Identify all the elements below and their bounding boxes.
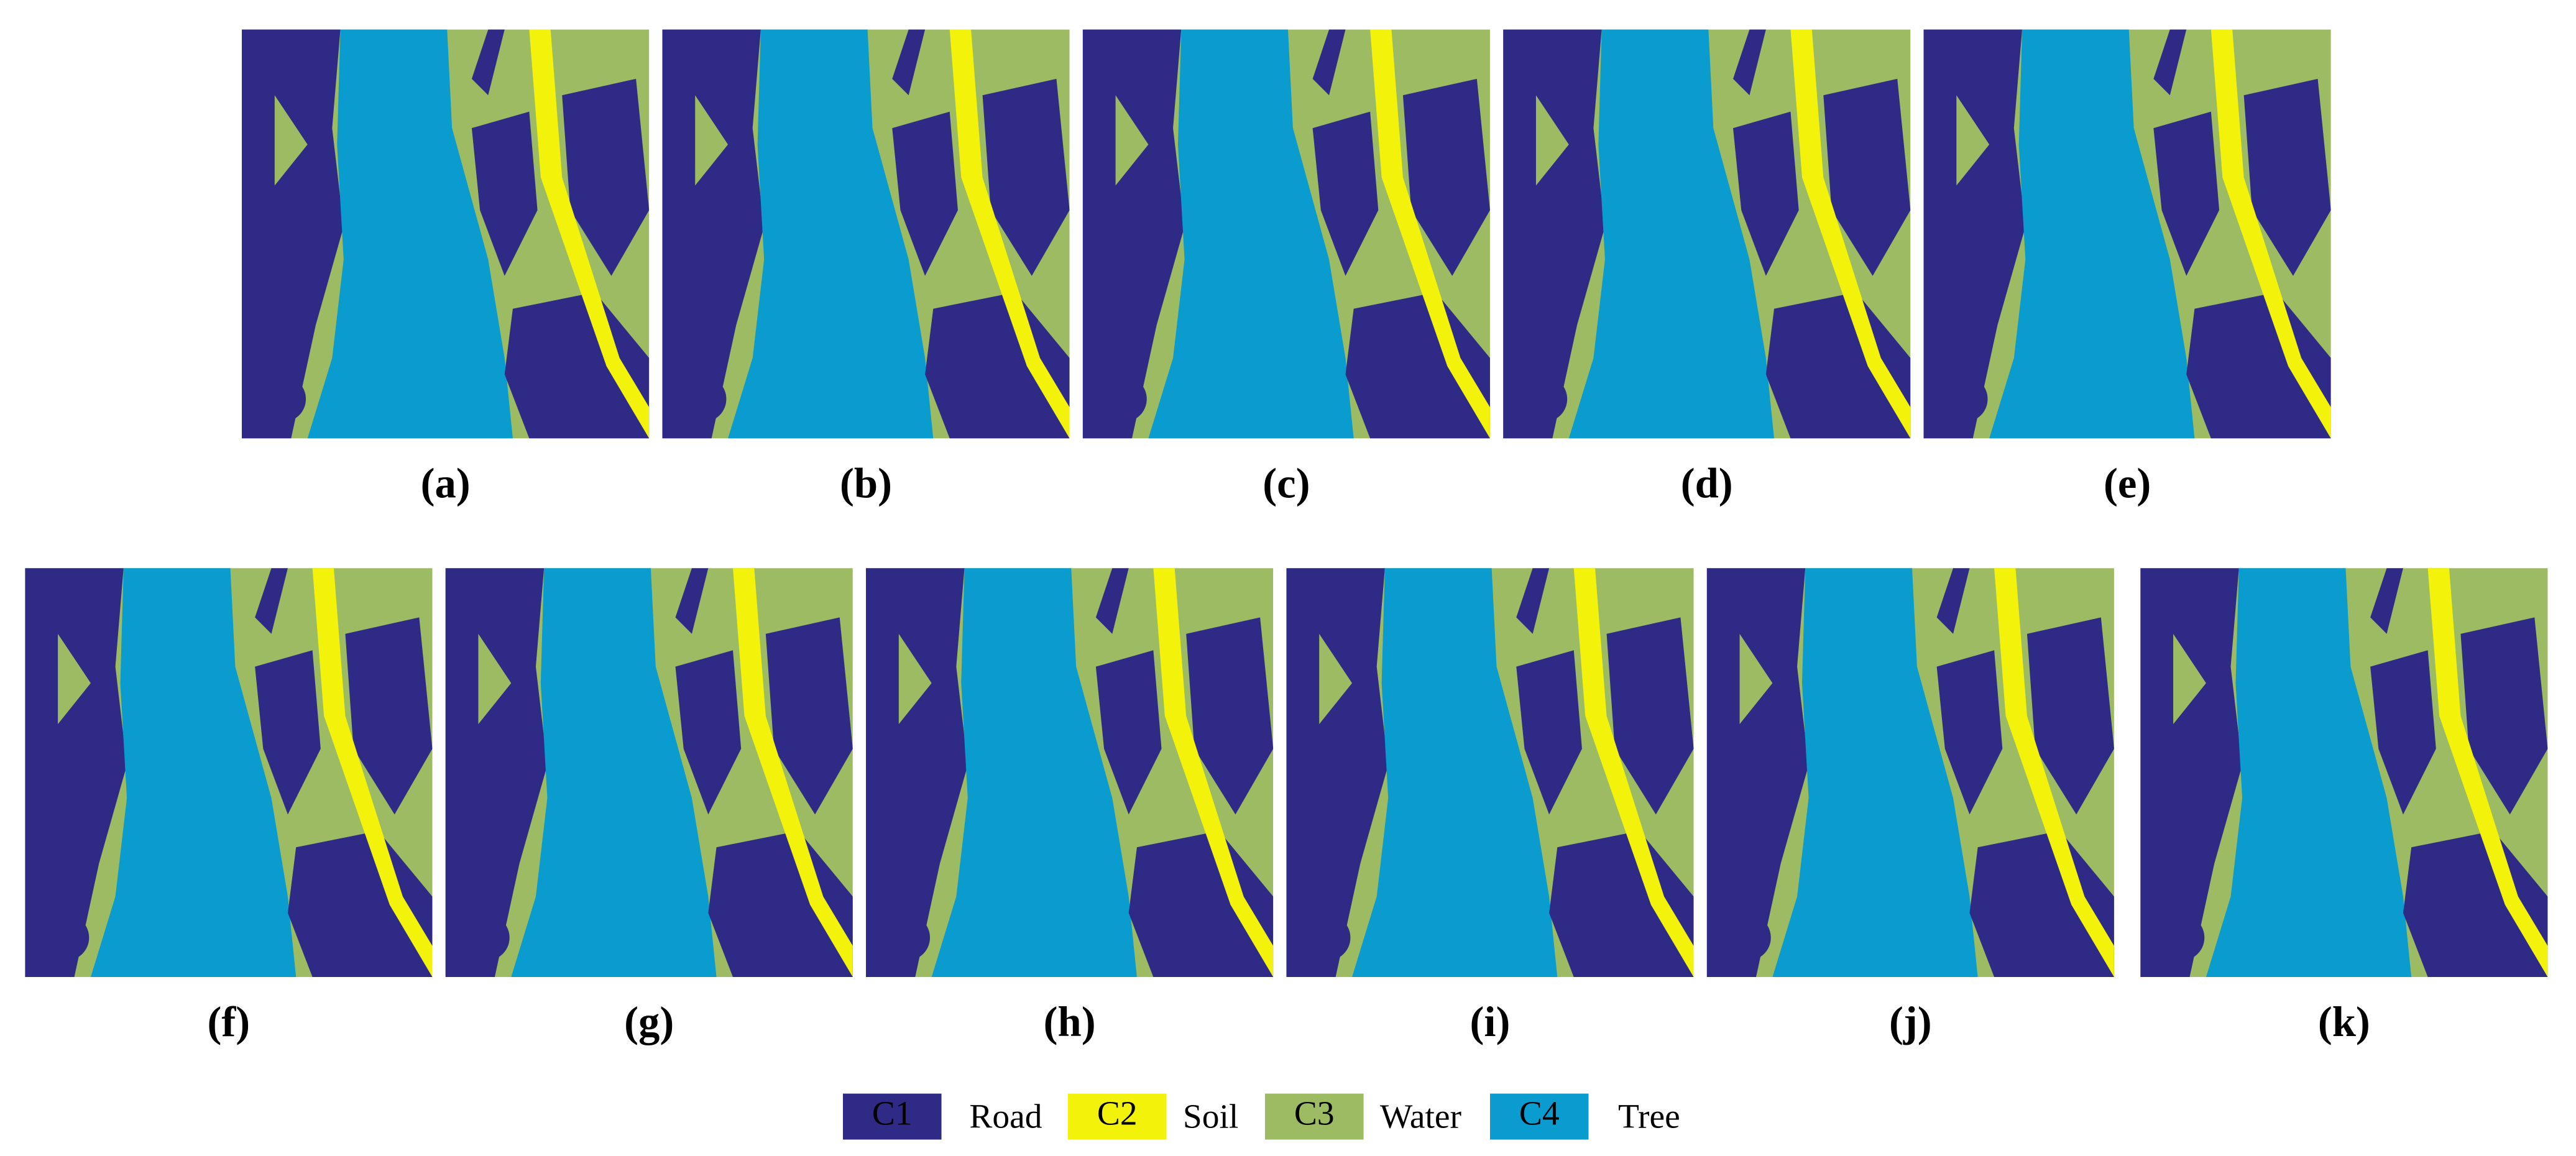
panel-label: (c) — [1263, 459, 1310, 507]
classification-map — [662, 29, 1070, 439]
classification-map — [445, 568, 853, 978]
classification-map — [1923, 29, 2331, 439]
legend-code: C4 — [1519, 1094, 1560, 1132]
classification-map — [1503, 29, 1911, 439]
legend-name: Water — [1380, 1098, 1461, 1136]
classification-map — [865, 568, 1274, 978]
legend-name: Tree — [1618, 1098, 1680, 1136]
panel-label: (h) — [1044, 998, 1096, 1045]
panel-label: (d) — [1681, 459, 1733, 507]
legend-swatch — [1067, 1093, 1167, 1140]
classification-map — [242, 29, 650, 439]
legend-swatch — [1489, 1093, 1589, 1140]
classification-map — [1082, 29, 1490, 439]
panel-label: (b) — [840, 459, 892, 507]
legend-swatch — [1265, 1093, 1364, 1140]
panel-label: (g) — [624, 998, 674, 1045]
legend-code: C2 — [1097, 1094, 1138, 1132]
legend-code: C1 — [872, 1094, 913, 1132]
classification-map — [2140, 568, 2548, 978]
panel-label: (e) — [2104, 459, 2151, 507]
panels: (a) (b) (c) (d) (e) (f) (g) (h) (i) (j) (k) — [25, 29, 2548, 1045]
panel-label: (f) — [208, 998, 251, 1045]
legend-swatch — [843, 1093, 942, 1140]
classification-map — [1706, 568, 2114, 978]
classification-map — [1286, 568, 1694, 978]
legend-name: Soil — [1183, 1098, 1238, 1136]
legend-code: C3 — [1294, 1094, 1335, 1132]
panel-label: (a) — [421, 459, 471, 507]
legend-name: Road — [969, 1098, 1042, 1136]
panel-label: (k) — [2318, 998, 2370, 1045]
legend: C1 Road C2 Soil C3 Water C4 Tree — [843, 1093, 1680, 1140]
classification-map — [25, 568, 433, 978]
panel-label: (j) — [1889, 998, 1932, 1045]
panel-label: (i) — [1470, 998, 1511, 1045]
